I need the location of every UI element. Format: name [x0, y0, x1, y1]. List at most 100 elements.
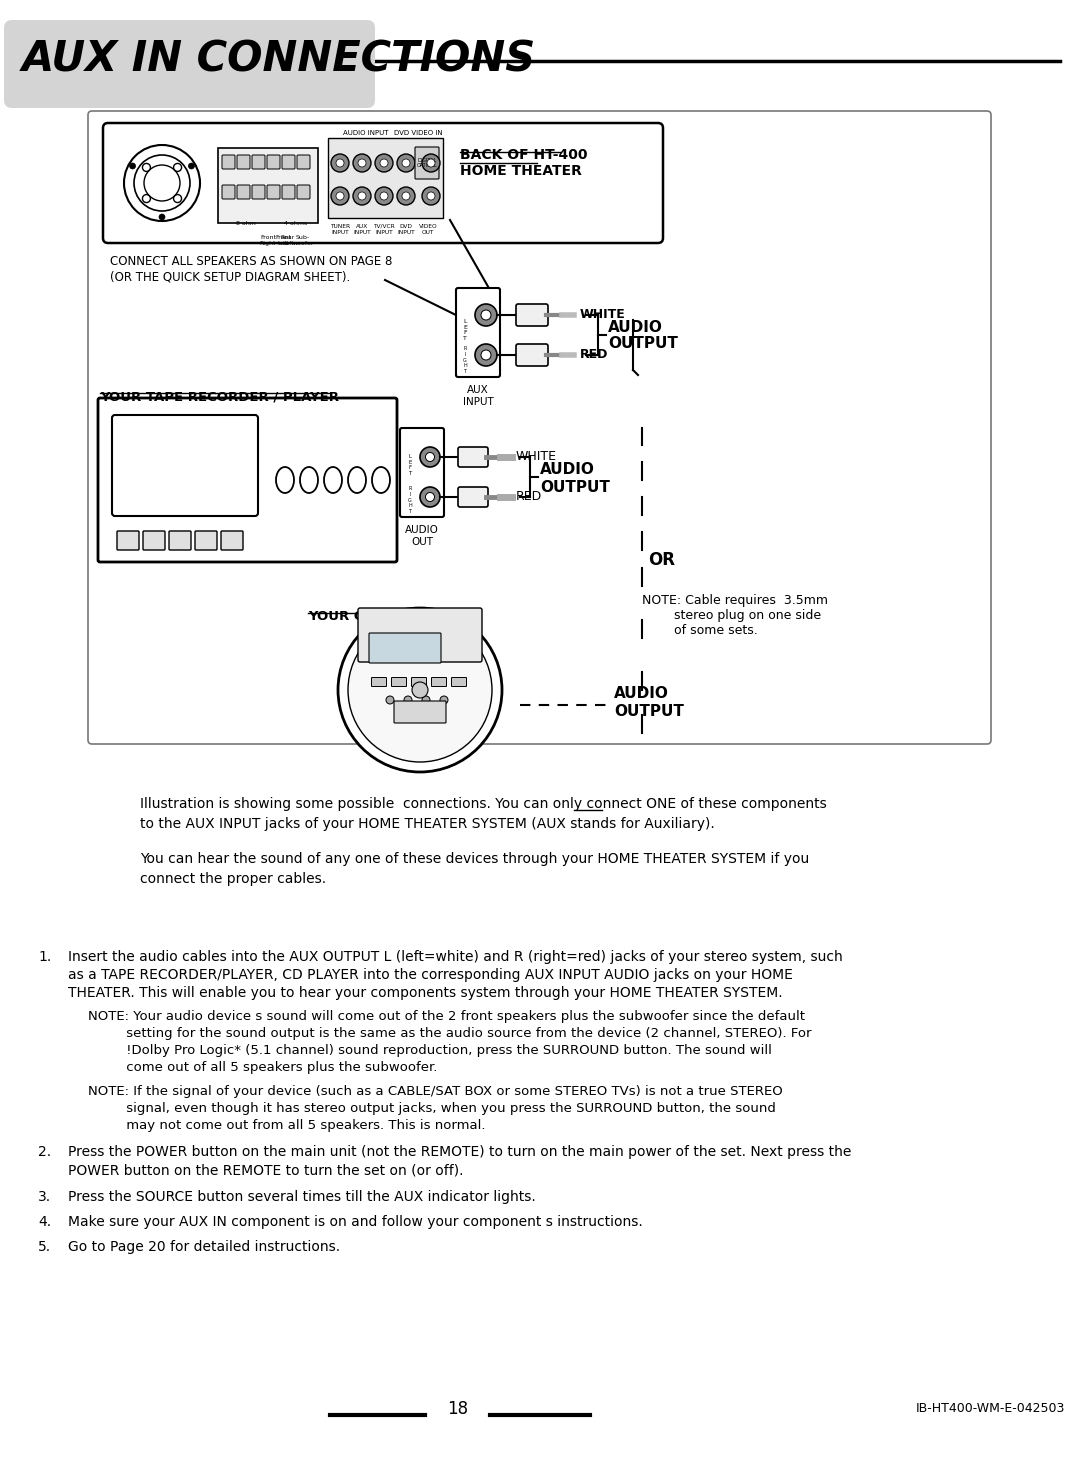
FancyBboxPatch shape — [391, 677, 406, 686]
FancyBboxPatch shape — [282, 155, 295, 169]
Circle shape — [426, 493, 434, 501]
Text: POWER button on the REMOTE to turn the set on (or off).: POWER button on the REMOTE to turn the s… — [68, 1163, 463, 1177]
Circle shape — [375, 154, 393, 172]
FancyBboxPatch shape — [222, 185, 235, 199]
Text: Front
Right: Front Right — [260, 235, 276, 246]
Text: TV/VCR
INPUT: TV/VCR INPUT — [373, 224, 395, 235]
Circle shape — [375, 188, 393, 205]
Text: AUX
INPUT: AUX INPUT — [353, 224, 370, 235]
Circle shape — [397, 188, 415, 205]
Text: Front
Left: Front Left — [275, 235, 291, 246]
Text: RED: RED — [516, 491, 542, 503]
Bar — [328, 138, 443, 218]
FancyBboxPatch shape — [98, 397, 397, 561]
Circle shape — [402, 158, 410, 167]
Circle shape — [357, 192, 366, 199]
FancyBboxPatch shape — [369, 633, 441, 663]
Text: 4 ohms: 4 ohms — [284, 221, 308, 226]
Text: VIDEO
OUT: VIDEO OUT — [419, 224, 437, 235]
Circle shape — [481, 309, 491, 320]
Text: AUDIO: AUDIO — [615, 686, 669, 701]
Circle shape — [353, 188, 372, 205]
Text: 4.: 4. — [38, 1215, 51, 1229]
Circle shape — [422, 154, 440, 172]
Text: Illustration is showing some possible  connections. You can only connect ONE of : Illustration is showing some possible co… — [140, 798, 827, 811]
Circle shape — [336, 158, 345, 167]
Text: 8 ohm: 8 ohm — [237, 221, 256, 226]
Text: NOTE: If the signal of your device (such as a CABLE/SAT BOX or some STEREO TVs) : NOTE: If the signal of your device (such… — [87, 1085, 783, 1098]
Text: OUTPUT: OUTPUT — [540, 479, 610, 494]
Text: IB-HT400-WM-E-042503: IB-HT400-WM-E-042503 — [916, 1403, 1065, 1416]
Text: WHITE: WHITE — [516, 450, 557, 463]
FancyBboxPatch shape — [516, 303, 548, 325]
FancyBboxPatch shape — [221, 531, 243, 550]
FancyBboxPatch shape — [411, 677, 427, 686]
Circle shape — [440, 696, 448, 704]
FancyBboxPatch shape — [516, 345, 548, 366]
Text: L
E
F
T: L E F T — [408, 454, 411, 476]
Text: signal, even though it has stereo output jacks, when you press the SURROUND butt: signal, even though it has stereo output… — [87, 1102, 775, 1116]
FancyBboxPatch shape — [357, 608, 482, 663]
Circle shape — [353, 154, 372, 172]
Text: OR: OR — [648, 551, 675, 569]
Text: 18: 18 — [447, 1400, 469, 1418]
Text: BACK OF HT-400
HOME THEATER: BACK OF HT-400 HOME THEATER — [460, 148, 588, 179]
FancyBboxPatch shape — [87, 111, 991, 745]
Text: Make sure your AUX IN component is on and follow your component s instructions.: Make sure your AUX IN component is on an… — [68, 1215, 643, 1229]
FancyBboxPatch shape — [282, 185, 295, 199]
Text: 5.: 5. — [38, 1240, 51, 1253]
FancyBboxPatch shape — [252, 155, 265, 169]
Circle shape — [475, 345, 497, 366]
Text: as a TAPE RECORDER/PLAYER, CD PLAYER into the corresponding AUX INPUT AUDIO jack: as a TAPE RECORDER/PLAYER, CD PLAYER int… — [68, 968, 793, 982]
Text: You can hear the sound of any one of these devices through your HOME THEATER SYS: You can hear the sound of any one of the… — [140, 852, 809, 866]
Text: !Dolby Pro Logic* (5.1 channel) sound reproduction, press the SURROUND button. T: !Dolby Pro Logic* (5.1 channel) sound re… — [87, 1044, 772, 1057]
Text: come out of all 5 speakers plus the subwoofer.: come out of all 5 speakers plus the subw… — [87, 1061, 437, 1075]
Circle shape — [159, 214, 165, 220]
Text: Go to Page 20 for detailed instructions.: Go to Page 20 for detailed instructions. — [68, 1240, 340, 1253]
Circle shape — [130, 163, 136, 169]
FancyBboxPatch shape — [252, 185, 265, 199]
Circle shape — [420, 487, 440, 507]
Text: OUTPUT: OUTPUT — [615, 704, 684, 718]
Circle shape — [402, 192, 410, 199]
FancyBboxPatch shape — [168, 531, 191, 550]
Text: DVD
INPUT: DVD INPUT — [397, 224, 415, 235]
Circle shape — [348, 619, 492, 762]
FancyBboxPatch shape — [415, 147, 438, 179]
Text: may not come out from all 5 speakers. This is normal.: may not come out from all 5 speakers. Th… — [87, 1119, 486, 1132]
Circle shape — [481, 350, 491, 361]
Text: AUDIO: AUDIO — [540, 462, 595, 478]
Text: Press the POWER button on the main unit (not the REMOTE) to turn on the main pow: Press the POWER button on the main unit … — [68, 1145, 851, 1160]
Circle shape — [357, 158, 366, 167]
FancyBboxPatch shape — [400, 428, 444, 517]
FancyBboxPatch shape — [267, 185, 280, 199]
Text: R
I
G
H
T: R I G H T — [408, 485, 411, 515]
Text: RED: RED — [580, 349, 608, 362]
Text: AUX
INPUT: AUX INPUT — [462, 386, 494, 406]
Circle shape — [380, 192, 388, 199]
FancyBboxPatch shape — [451, 677, 467, 686]
Text: Press the SOURCE button several times till the AUX indicator lights.: Press the SOURCE button several times ti… — [68, 1190, 536, 1204]
FancyBboxPatch shape — [237, 155, 249, 169]
Circle shape — [420, 447, 440, 468]
FancyBboxPatch shape — [117, 531, 139, 550]
Circle shape — [380, 158, 388, 167]
Text: connect the proper cables.: connect the proper cables. — [140, 872, 326, 885]
FancyBboxPatch shape — [222, 155, 235, 169]
Text: CONNECT ALL SPEAKERS AS SHOWN ON PAGE 8
(OR THE QUICK SETUP DIAGRAM SHEET).: CONNECT ALL SPEAKERS AS SHOWN ON PAGE 8 … — [110, 255, 392, 283]
FancyBboxPatch shape — [237, 185, 249, 199]
Text: Rear
Left: Rear Left — [281, 235, 295, 246]
Text: AUDIO
OUT: AUDIO OUT — [405, 525, 438, 547]
Text: WHITE: WHITE — [580, 308, 625, 321]
Circle shape — [427, 192, 435, 199]
Text: TUNER
INPUT: TUNER INPUT — [329, 224, 350, 235]
FancyBboxPatch shape — [432, 677, 446, 686]
Circle shape — [404, 696, 411, 704]
Circle shape — [426, 453, 434, 462]
Circle shape — [338, 608, 502, 773]
Text: Insert the audio cables into the AUX OUTPUT L (left=white) and R (right=red) jac: Insert the audio cables into the AUX OUT… — [68, 950, 842, 965]
Text: THEATER. This will enable you to hear your components system through your HOME T: THEATER. This will enable you to hear yo… — [68, 987, 783, 1000]
Circle shape — [422, 696, 430, 704]
Text: NOTE: Your audio device s sound will come out of the 2 front speakers plus the s: NOTE: Your audio device s sound will com… — [87, 1010, 805, 1023]
Circle shape — [330, 188, 349, 205]
